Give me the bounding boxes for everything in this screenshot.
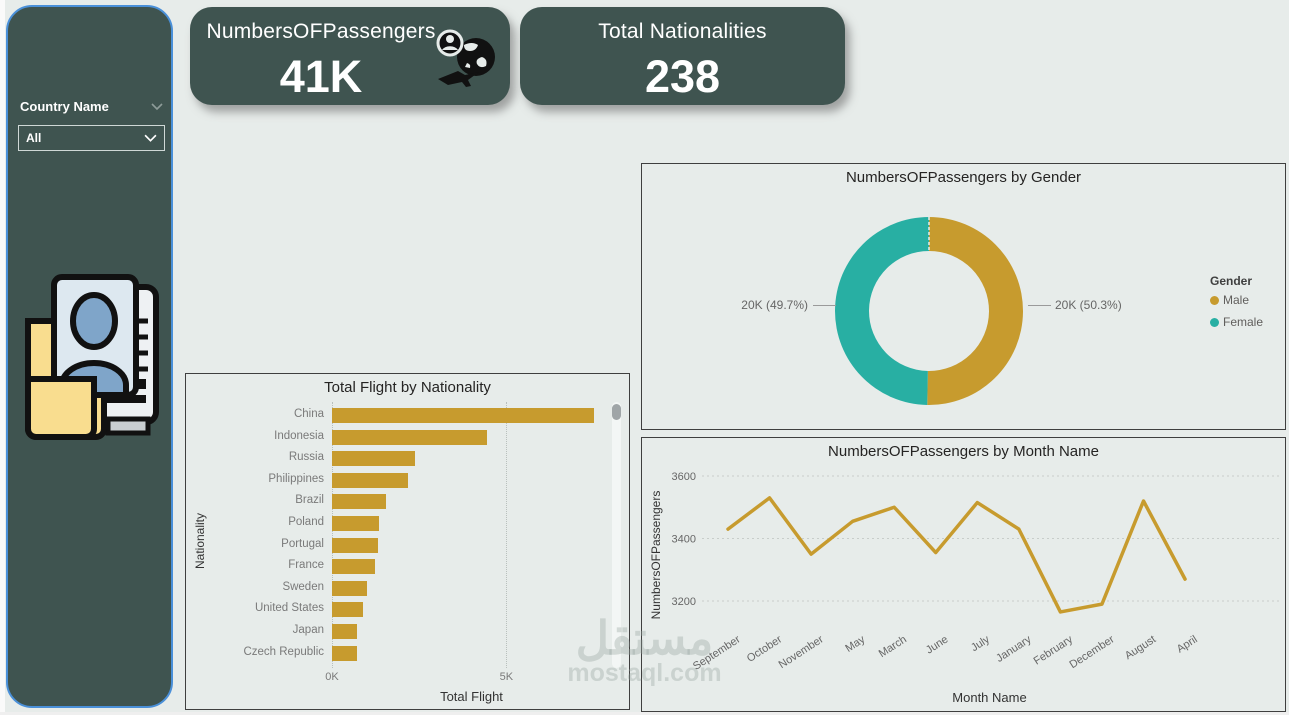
- bar-row: Indonesia: [186, 427, 629, 448]
- bar-row: Russia: [186, 448, 629, 469]
- bar-row: Sweden: [186, 578, 629, 599]
- bar-row: Czech Republic: [186, 643, 629, 664]
- bar[interactable]: [332, 429, 488, 445]
- kpi-title: NumbersOFPassengers: [206, 20, 436, 43]
- bar[interactable]: [332, 645, 357, 661]
- bar-row: Poland: [186, 513, 629, 534]
- bar[interactable]: [332, 602, 364, 618]
- x-tick-label: January: [994, 633, 1034, 665]
- canvas-left-margin: [0, 0, 5, 715]
- bar[interactable]: [332, 559, 375, 575]
- donut-slice-male[interactable]: [927, 217, 1024, 405]
- country-filter-header: Country Name: [20, 99, 163, 114]
- gender-legend: Gender Male Female: [1210, 274, 1263, 337]
- chevron-down-icon[interactable]: [151, 102, 163, 111]
- sidebar: Country Name All: [6, 5, 173, 708]
- dropdown-selected-value: All: [26, 131, 42, 145]
- x-tick-label: 5K: [499, 671, 514, 683]
- donut-slice-female[interactable]: [835, 217, 929, 405]
- kpi-title: Total Nationalities: [598, 20, 767, 43]
- kpi-value: 41K: [279, 51, 363, 102]
- x-tick-label: November: [777, 633, 826, 671]
- bar-category-label: Japan: [292, 624, 324, 636]
- legend-dot: [1210, 295, 1219, 305]
- bar-row: Portugal: [186, 535, 629, 556]
- y-tick-label: 3600: [672, 471, 696, 483]
- bar[interactable]: [332, 516, 380, 531]
- bar[interactable]: [332, 494, 386, 510]
- bar[interactable]: [332, 408, 594, 423]
- kpi-value: 238: [644, 51, 721, 102]
- legend-label: Male: [1223, 293, 1250, 307]
- bar-category-label: China: [293, 408, 324, 420]
- chevron-down-icon: [144, 134, 157, 142]
- scrollbar-thumb[interactable]: [612, 404, 621, 420]
- bar[interactable]: [332, 537, 379, 553]
- bar-category-label: Sweden: [282, 580, 324, 593]
- bar[interactable]: [332, 451, 416, 467]
- bar-row: Japan: [186, 621, 629, 642]
- bar[interactable]: [332, 624, 358, 639]
- legend-label: Female: [1223, 315, 1264, 329]
- bar-category-label: Philippines: [268, 472, 324, 485]
- y-tick-label: 3200: [672, 596, 696, 608]
- bar-category-label: Poland: [288, 516, 324, 528]
- kpi-card-nationalities: Total Nationalities 238: [520, 7, 845, 105]
- gridline: [506, 402, 508, 668]
- x-tick-label: July: [969, 633, 992, 654]
- x-tick-label: May: [843, 633, 867, 655]
- chart-title: Total Flight by Nationality: [324, 379, 491, 396]
- x-tick-label: June: [924, 633, 951, 656]
- bar-row: France: [186, 556, 629, 577]
- kpi-card-passengers: NumbersOFPassengers 41K: [190, 7, 510, 105]
- x-tick-label: April: [1175, 633, 1200, 655]
- bar-row: United States: [186, 599, 629, 620]
- nationality-bar-panel: Total Flight by Nationality Nationality …: [185, 373, 630, 710]
- line-series[interactable]: [726, 496, 1187, 614]
- donut-label-female: 20K (49.7%): [741, 298, 808, 312]
- country-filter-dropdown[interactable]: All: [18, 125, 165, 151]
- bar-category-label: Indonesia: [274, 429, 324, 442]
- bar-category-label: Russia: [288, 451, 324, 464]
- chart-title: NumbersOFPassengers by Gender: [845, 169, 1082, 186]
- chart-title: NumbersOFPassengers by Month Name: [828, 443, 1099, 460]
- x-axis-title: Month Name: [952, 690, 1027, 705]
- x-tick-label: September: [691, 633, 743, 673]
- leader-line: [813, 305, 836, 306]
- gridline: [332, 402, 333, 668]
- x-axis-title: Total Flight: [440, 689, 503, 704]
- donut-label-male: 20K (50.3%): [1055, 298, 1122, 312]
- country-filter-label: Country Name: [20, 99, 109, 114]
- bar-category-label: France: [288, 559, 324, 572]
- x-tick-label: August: [1123, 633, 1158, 662]
- bar-row: Brazil: [186, 491, 629, 512]
- canvas-bottom-margin: [0, 712, 1289, 715]
- plane-icon: [438, 71, 479, 87]
- x-tick-label: December: [1067, 633, 1116, 671]
- bar-category-label: Czech Republic: [243, 645, 324, 658]
- y-tick-label: 3400: [672, 534, 696, 546]
- gender-donut-chart[interactable]: [642, 164, 1287, 431]
- bar-row: Philippines: [186, 470, 629, 491]
- leader-line: [1028, 305, 1051, 306]
- bar[interactable]: [332, 580, 367, 596]
- gender-donut-panel: NumbersOFPassengers by Gender 20K (49.7%…: [641, 163, 1286, 430]
- passenger-folder-illustration: [22, 259, 167, 449]
- bar[interactable]: [332, 472, 409, 488]
- bar-category-label: Brazil: [295, 494, 324, 507]
- bar-category-label: Portugal: [281, 537, 324, 550]
- month-line-panel: NumbersOFPassengers by Month Name Number…: [641, 437, 1286, 712]
- legend-item-male[interactable]: Male: [1210, 293, 1263, 307]
- bar-row: China: [186, 405, 629, 426]
- x-tick-label: March: [877, 633, 909, 660]
- legend-title: Gender: [1210, 274, 1253, 288]
- traveler-globe-plane-icon: [436, 29, 495, 87]
- legend-item-female[interactable]: Female: [1210, 315, 1263, 329]
- bar-category-label: United States: [254, 602, 324, 615]
- bar-chart-scrollbar[interactable]: [612, 402, 621, 668]
- x-tick-label: 0K: [325, 671, 339, 683]
- legend-dot: [1210, 317, 1219, 327]
